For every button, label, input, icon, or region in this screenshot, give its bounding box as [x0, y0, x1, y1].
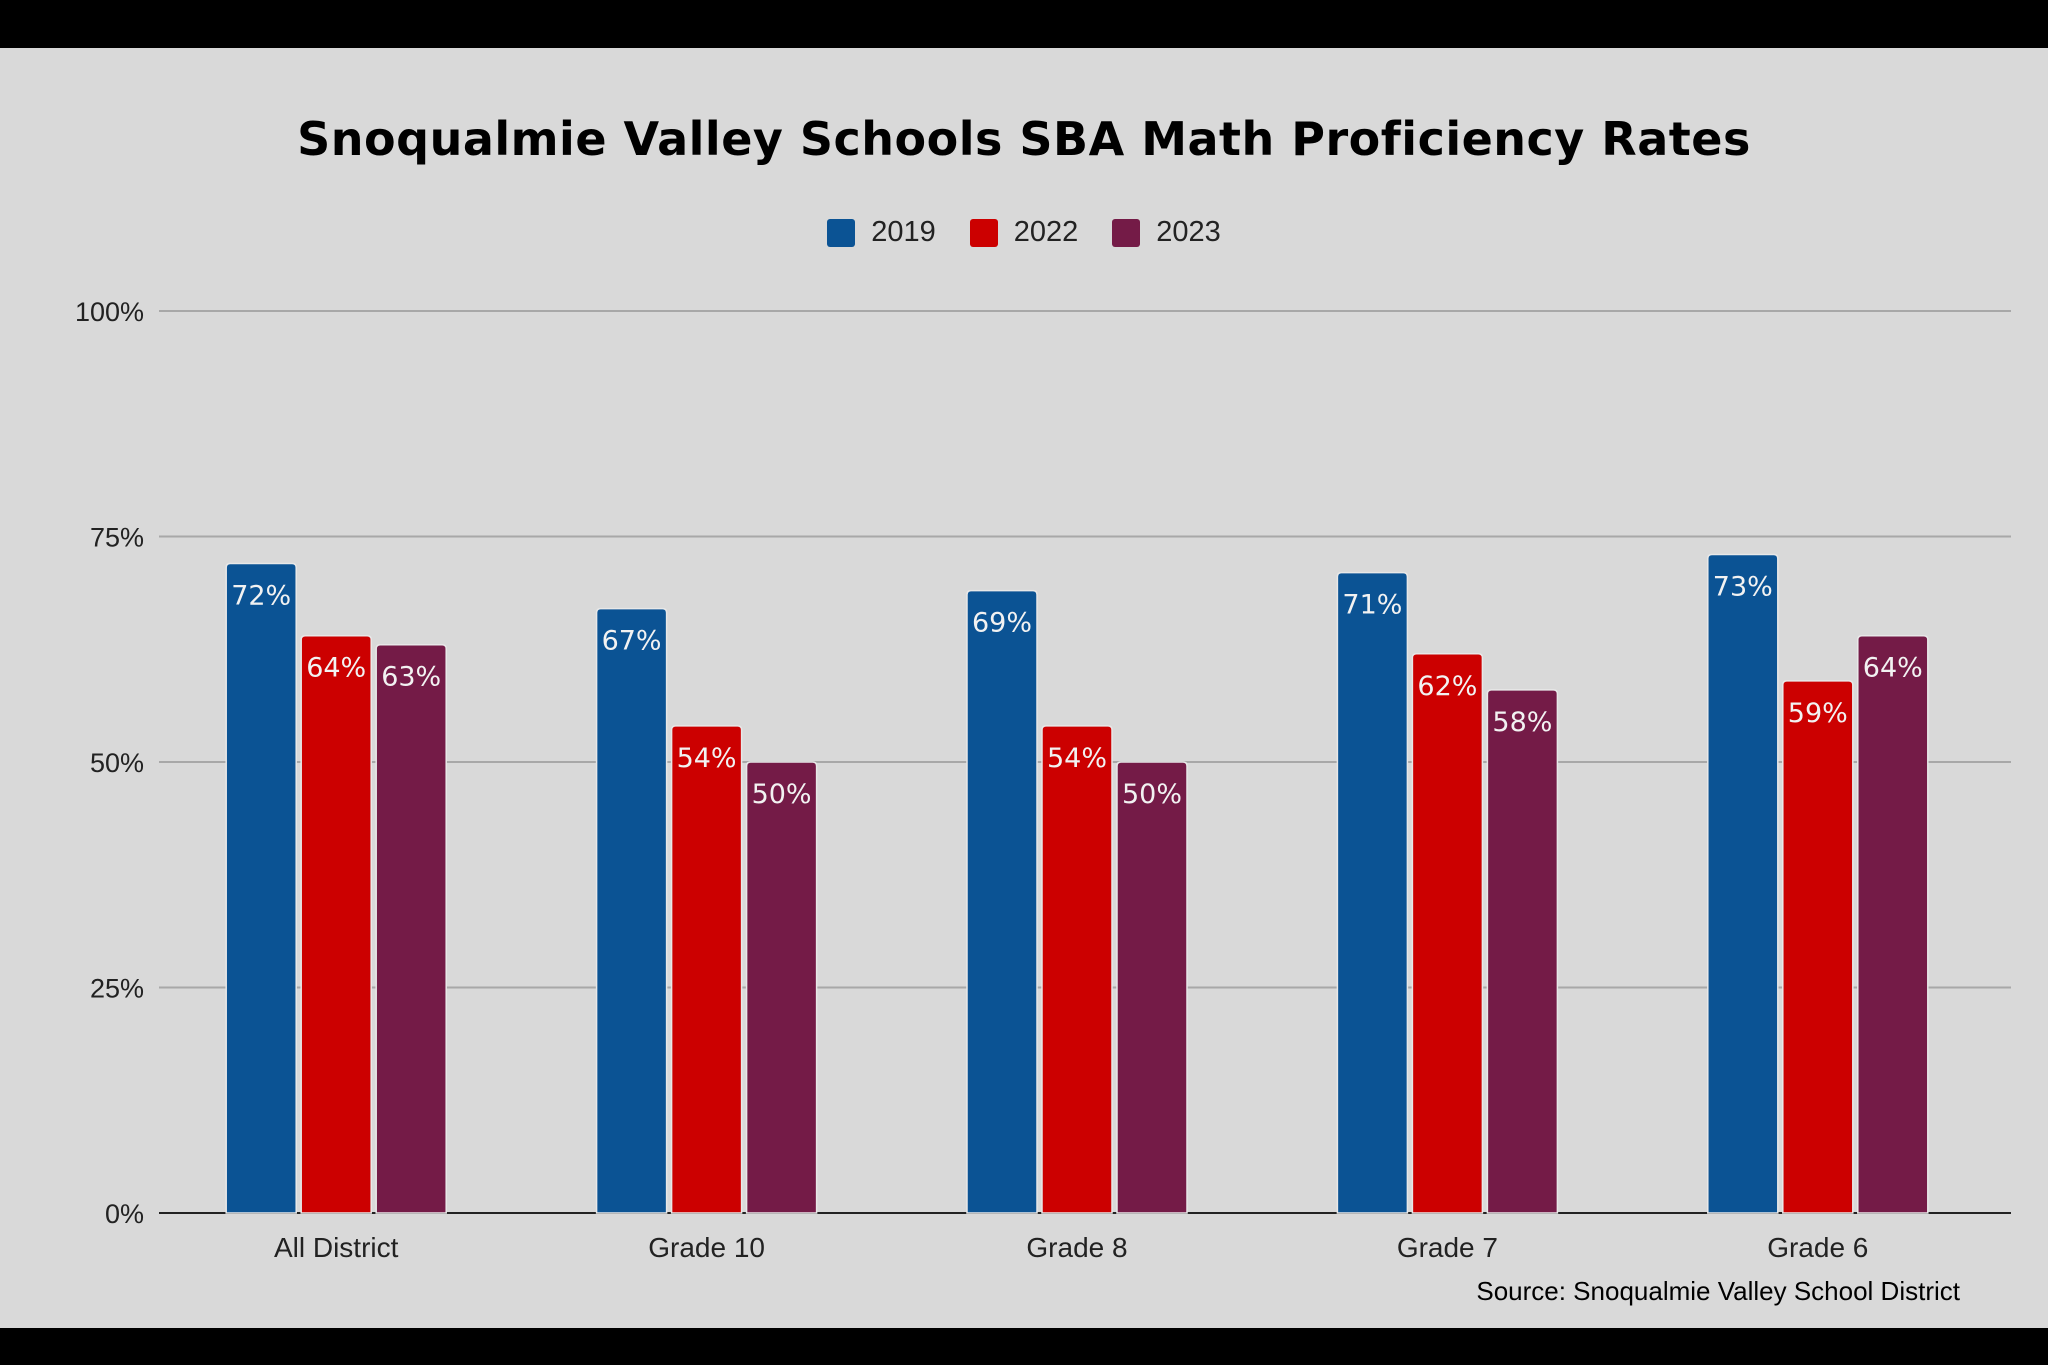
data-label: 72%: [231, 581, 291, 612]
bar-2019: [595, 607, 668, 1214]
x-tick-label: Grade 7: [1397, 1232, 1498, 1263]
source-note: Source: Snoqualmie Valley School Distric…: [1476, 1276, 1960, 1306]
legend: 2019 2022 2023: [0, 216, 2048, 249]
x-tick-label: Grade 6: [1767, 1232, 1868, 1263]
bar-2023: [1116, 761, 1188, 1214]
x-tick-label: Grade 10: [648, 1232, 765, 1263]
legend-swatch: [827, 218, 856, 247]
bar-2019: [966, 589, 1038, 1214]
chart-title: Snoqualmie Valley Schools SBA Math Profi…: [297, 112, 1751, 166]
bar-2022: [1041, 725, 1113, 1214]
legend-swatch: [969, 218, 998, 247]
data-label: 64%: [1863, 653, 1923, 684]
data-label: 64%: [306, 653, 366, 684]
bar-2019: [1707, 553, 1779, 1214]
legend-item-2019: 2019: [827, 216, 936, 249]
data-label: 63%: [381, 662, 441, 693]
x-tick-label: Grade 8: [1026, 1232, 1127, 1263]
bar-2023: [745, 761, 818, 1214]
legend-label: 2023: [1156, 216, 1221, 248]
legend-item-2023: 2023: [1112, 216, 1221, 249]
legend-swatch: [1112, 218, 1141, 247]
data-label: 62%: [1417, 671, 1477, 702]
data-label: 58%: [1492, 707, 1552, 738]
data-label: 69%: [972, 608, 1032, 639]
data-label: 71%: [1342, 590, 1402, 621]
bar-2022: [1782, 680, 1854, 1214]
data-label: 50%: [1122, 779, 1182, 810]
legend-label: 2022: [1013, 216, 1079, 248]
bar-2022: [300, 634, 372, 1214]
bar-2019: [225, 562, 297, 1214]
data-label: 59%: [1788, 698, 1848, 729]
y-tick-label: 25%: [90, 974, 144, 1004]
bar-2023: [375, 643, 447, 1214]
legend-label: 2019: [871, 216, 936, 248]
bar-2022: [670, 725, 743, 1214]
data-label: 54%: [677, 743, 737, 774]
bar-2023: [1857, 634, 1929, 1214]
y-tick-label: 0%: [105, 1199, 144, 1229]
bar-2019: [1336, 571, 1409, 1214]
data-label: 54%: [1047, 743, 1107, 774]
x-tick-label: All District: [274, 1232, 399, 1263]
data-label: 73%: [1713, 572, 1773, 603]
bar-2023: [1486, 689, 1559, 1214]
legend-item-2022: 2022: [969, 216, 1079, 249]
y-tick-label: 100%: [75, 297, 144, 327]
y-tick-label: 75%: [90, 523, 144, 553]
y-tick-label: 50%: [90, 748, 144, 778]
bar-2022: [1411, 653, 1484, 1214]
data-label: 67%: [602, 626, 662, 657]
data-label: 50%: [752, 779, 812, 810]
